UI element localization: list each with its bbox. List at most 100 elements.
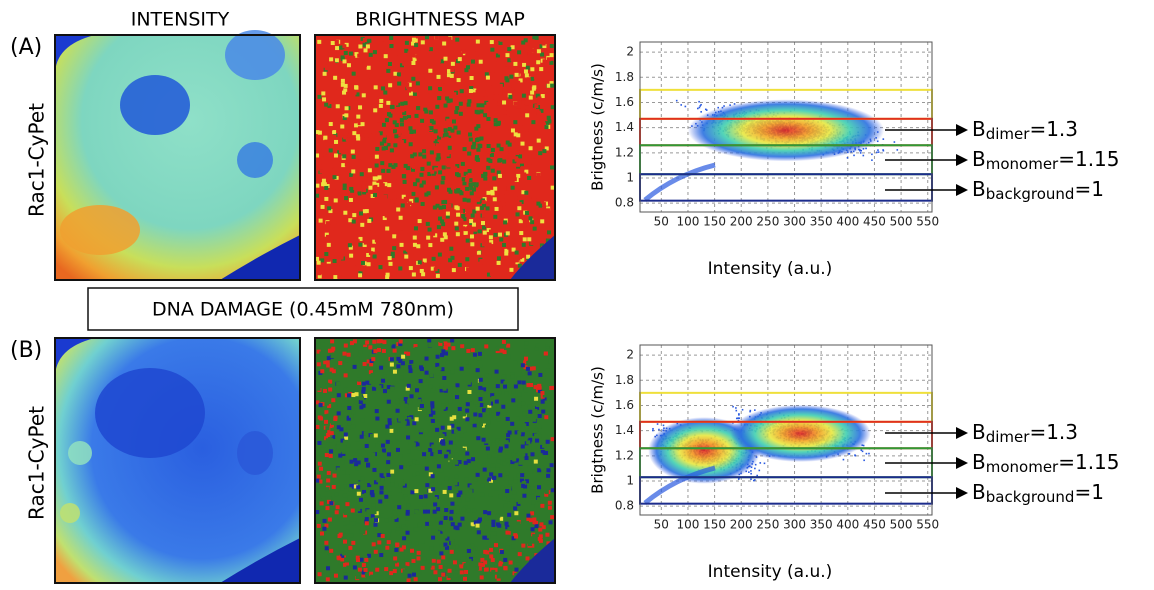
brightness-pixel	[486, 191, 490, 195]
brightness-pixel	[452, 97, 456, 101]
brightness-pixel	[404, 197, 408, 201]
annotation: Bmonomer=1.15	[972, 450, 1120, 476]
brightness-pixel	[545, 490, 549, 494]
arrow-head	[956, 154, 968, 166]
brightness-pixel	[475, 566, 479, 570]
brightness-pixel	[329, 57, 333, 61]
brightness-pixel	[326, 433, 330, 437]
brightness-pixel	[331, 41, 335, 45]
brightness-pixel	[549, 398, 553, 402]
brightness-pixel	[436, 274, 440, 278]
brightness-pixel	[431, 137, 435, 141]
panel-label: (B)	[10, 338, 42, 363]
brightness-pixel	[435, 105, 439, 109]
x-tick-label: 50	[654, 518, 669, 532]
brightness-pixel	[408, 126, 412, 130]
brightness-pixel	[550, 165, 554, 169]
scatter-point	[698, 101, 700, 103]
annotation-subscript: background	[986, 488, 1075, 506]
brightness-pixel	[425, 371, 429, 375]
brightness-pixel	[416, 472, 420, 476]
brightness-pixel	[373, 176, 377, 180]
brightness-pixel	[335, 58, 339, 62]
brightness-pixel	[390, 148, 394, 152]
brightness-pixel	[352, 155, 356, 159]
brightness-pixel	[424, 110, 428, 114]
brightness-pixel	[547, 120, 551, 124]
brightness-pixel	[514, 222, 518, 226]
brightness-pixel	[530, 511, 534, 515]
brightness-pixel	[476, 148, 480, 152]
brightness-pixel	[384, 39, 388, 43]
brightness-pixel	[502, 340, 506, 344]
brightness-pixel	[334, 224, 338, 228]
brightness-pixel	[318, 45, 322, 49]
brightness-pixel	[426, 236, 430, 240]
brightness-pixel	[502, 206, 506, 210]
brightness-pixel	[540, 391, 544, 395]
brightness-pixel	[330, 227, 334, 231]
brightness-pixel	[336, 104, 340, 108]
brightness-pixel	[436, 531, 440, 535]
brightness-pixel	[484, 475, 488, 479]
brightness-pixel	[321, 342, 325, 346]
brightness-pixel	[400, 263, 404, 267]
brightness-pixel	[547, 230, 551, 234]
brightness-pixel	[449, 247, 453, 251]
brightness-pixel	[546, 455, 550, 459]
brightness-pixel	[506, 417, 510, 421]
brightness-pixel	[454, 429, 458, 433]
scatter-point	[657, 423, 659, 425]
brightness-pixel	[483, 231, 487, 235]
brightness-pixel	[538, 414, 542, 418]
brightness-pixel	[389, 368, 393, 372]
brightness-pixel	[359, 350, 363, 354]
brightness-pixel	[503, 110, 507, 114]
brightness-pixel	[396, 524, 400, 528]
brightness-pixel	[529, 96, 533, 100]
brightness-pixel	[517, 404, 521, 408]
brightness-pixel	[360, 481, 364, 485]
brightness-pixel	[530, 41, 534, 45]
brightness-pixel	[403, 343, 407, 347]
brightness-pixel	[517, 196, 521, 200]
brightness-pixel	[335, 430, 339, 434]
brightness-pixel	[485, 256, 489, 260]
brightness-pixel	[526, 440, 530, 444]
brightness-pixel	[453, 445, 457, 449]
brightness-pixel	[353, 245, 357, 249]
brightness-pixel	[319, 66, 323, 70]
brightness-pixel	[319, 240, 323, 244]
brightness-pixel	[390, 357, 394, 361]
brightness-pixel	[368, 168, 372, 172]
brightness-pixel	[467, 459, 471, 463]
brightness-pixel	[427, 162, 431, 166]
brightness-pixel	[467, 390, 471, 394]
brightness-pixel	[324, 103, 328, 107]
brightness-pixel	[394, 483, 398, 487]
brightness-pixel	[341, 460, 345, 464]
brightness-pixel	[441, 573, 445, 577]
brightness-pixel	[387, 183, 391, 187]
brightness-pixel	[375, 155, 379, 159]
brightness-pixel	[335, 40, 339, 44]
scatter-point	[868, 453, 870, 455]
brightness-pixel	[440, 514, 444, 518]
brightness-pixel	[455, 395, 459, 399]
brightness-pixel	[343, 211, 347, 215]
brightness-pixel	[507, 246, 511, 250]
annotation: Bbackground=1	[972, 177, 1104, 203]
brightness-pixel	[455, 383, 459, 387]
brightness-pixel	[463, 204, 467, 208]
brightness-pixel	[399, 216, 403, 220]
brightness-pixel	[526, 66, 530, 70]
brightness-pixel	[418, 66, 422, 70]
brightness-pixel	[396, 179, 400, 183]
x-tick-label: 500	[890, 215, 913, 229]
brightness-pixel	[324, 186, 328, 190]
scatter-point	[700, 104, 702, 106]
brightness-pixel	[327, 414, 331, 418]
brightness-pixel	[454, 189, 458, 193]
brightness-pixel	[482, 438, 486, 442]
brightness-pixel	[425, 483, 429, 487]
